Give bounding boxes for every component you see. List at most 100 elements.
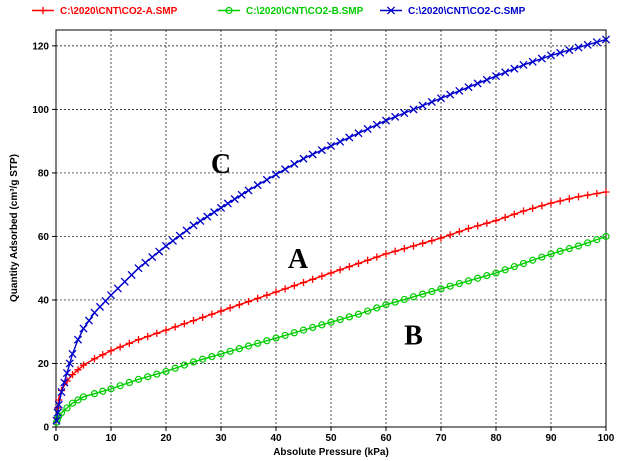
data-point	[326, 141, 336, 150]
data-point	[208, 352, 216, 361]
data-point	[537, 54, 546, 63]
data-point	[60, 378, 69, 387]
data-point	[336, 315, 344, 324]
data-point	[230, 195, 239, 204]
y-tick-label: 40	[38, 295, 50, 306]
legend-item: C:\2020\CNT\CO2-C.SMP	[380, 6, 526, 17]
data-point	[363, 124, 372, 134]
data-point	[510, 210, 518, 218]
data-point	[162, 367, 170, 376]
data-point	[107, 385, 115, 393]
data-point	[528, 57, 537, 66]
data-point	[602, 188, 610, 196]
data-point	[290, 159, 299, 168]
x-tick-label: 30	[215, 433, 227, 444]
data-point	[409, 105, 418, 114]
data-point	[53, 408, 62, 417]
legend-item: C:\2020\CNT\CO2-A.SMP	[32, 6, 178, 17]
y-tick-label: 60	[38, 232, 50, 243]
y-tick-label: 80	[38, 168, 50, 179]
data-point	[79, 361, 88, 369]
data-point	[189, 221, 198, 230]
data-point	[373, 253, 381, 261]
x-tick-label: 90	[545, 433, 557, 444]
data-point	[391, 298, 399, 306]
data-point	[428, 237, 436, 245]
data-point	[106, 291, 116, 300]
data-point	[464, 224, 473, 233]
data-point	[144, 332, 152, 341]
data-point	[482, 75, 491, 84]
data-point	[419, 239, 427, 247]
series-layer	[52, 35, 611, 426]
y-tick-label: 20	[38, 359, 50, 370]
data-point	[125, 339, 133, 347]
data-point	[400, 295, 408, 304]
data-point	[153, 370, 161, 378]
data-point	[510, 64, 519, 73]
data-point	[519, 207, 528, 215]
data-point	[574, 242, 583, 250]
data-point	[409, 242, 418, 250]
annotation-label: B	[404, 320, 423, 351]
legend-marker	[386, 6, 396, 15]
data-point	[584, 191, 592, 199]
data-point	[519, 60, 528, 69]
legend-marker	[39, 6, 47, 15]
data-point	[364, 256, 372, 264]
data-point	[381, 116, 391, 125]
series-line	[55, 191, 607, 418]
data-point	[336, 137, 345, 146]
x-axis-title: Absolute Pressure (kPa)	[273, 447, 389, 458]
data-point	[196, 216, 205, 226]
data-point	[144, 373, 152, 381]
data-point	[382, 250, 390, 258]
data-point	[455, 86, 464, 95]
data-point	[182, 226, 191, 235]
data-point	[593, 189, 601, 198]
data-point	[299, 154, 308, 163]
data-point	[409, 293, 418, 301]
series-line	[55, 235, 607, 423]
data-point	[501, 68, 510, 77]
data-point	[446, 282, 454, 290]
data-point	[464, 83, 473, 92]
data-point	[79, 393, 88, 401]
data-point	[446, 90, 455, 99]
legend-label: C:\2020\CNT\CO2-C.SMP	[408, 6, 526, 17]
data-point	[354, 129, 363, 138]
data-point	[308, 150, 317, 159]
data-point	[253, 181, 262, 190]
data-point	[168, 236, 177, 245]
x-tick-label: 0	[53, 433, 59, 444]
data-point	[79, 324, 88, 333]
data-point	[547, 199, 555, 207]
data-point	[309, 275, 317, 283]
data-point	[65, 359, 74, 368]
data-point	[574, 193, 583, 201]
data-point	[57, 388, 66, 397]
data-point	[203, 212, 212, 221]
data-point	[74, 396, 82, 404]
data-point	[262, 175, 271, 184]
data-point	[364, 307, 372, 315]
data-point	[299, 278, 308, 287]
data-point	[271, 170, 281, 179]
data-point	[556, 48, 565, 57]
data-point	[372, 120, 381, 129]
data-point	[318, 272, 326, 280]
data-point	[189, 358, 198, 366]
data-point	[446, 231, 454, 239]
data-point	[601, 35, 611, 44]
data-point	[317, 146, 326, 155]
data-point	[602, 232, 610, 241]
data-point	[373, 304, 381, 312]
data-point	[574, 43, 583, 52]
data-point	[254, 339, 262, 347]
data-point	[148, 253, 157, 262]
data-point	[565, 46, 574, 55]
data-point	[54, 400, 63, 409]
data-point	[510, 263, 518, 271]
data-point	[244, 297, 253, 306]
data-point	[175, 231, 184, 240]
